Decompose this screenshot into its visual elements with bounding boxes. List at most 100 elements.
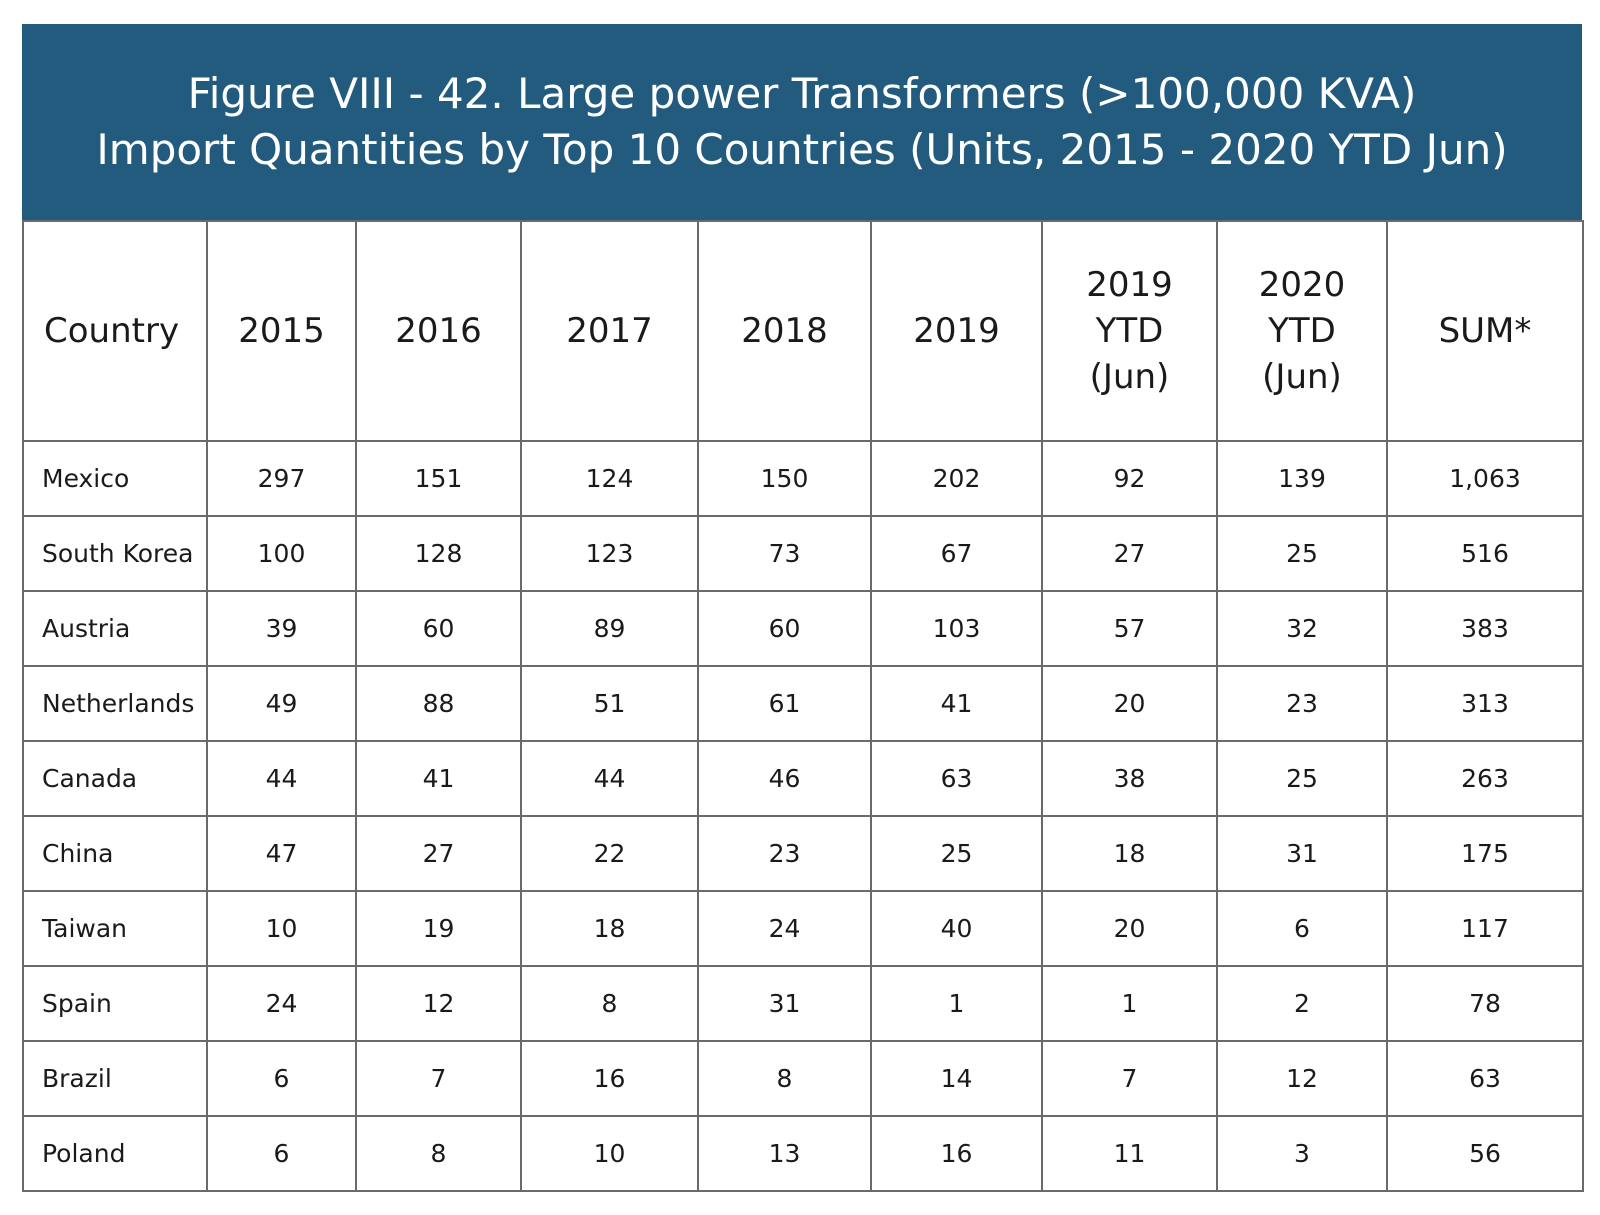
value-cell: 8	[697, 1040, 872, 1117]
value-cell: 38	[1041, 740, 1218, 817]
column-header-line: 2016	[395, 311, 482, 351]
column-header-line: 2017	[566, 311, 653, 351]
value-cell: 10	[206, 890, 357, 967]
column-header: 2020 YTD (Jun)	[1216, 220, 1388, 442]
value-cell: 123	[520, 515, 699, 592]
table-row: China 47 27 22 23 25 18 31 175	[22, 815, 1584, 892]
value-cell: 41	[870, 665, 1043, 742]
table-row: Poland 6 8 10 13 16 11 3 56	[22, 1115, 1584, 1192]
value-cell: 27	[355, 815, 522, 892]
value-cell: 46	[697, 740, 872, 817]
value-cell: 73	[697, 515, 872, 592]
column-header-line: YTD	[1268, 311, 1336, 351]
column-header: 2019	[870, 220, 1043, 442]
value-cell: 1	[870, 965, 1043, 1042]
country-cell: Canada	[22, 740, 208, 817]
figure: Figure VIII - 42. Large power Transforme…	[22, 24, 1584, 1192]
column-header-line: (Jun)	[1089, 357, 1170, 397]
country-cell: Spain	[22, 965, 208, 1042]
country-cell: Taiwan	[22, 890, 208, 967]
value-cell: 18	[1041, 815, 1218, 892]
column-header-line: SUM*	[1438, 311, 1532, 351]
value-cell: 25	[1216, 515, 1388, 592]
column-header-line: (Jun)	[1262, 357, 1342, 397]
value-cell: 6	[206, 1040, 357, 1117]
value-cell: 24	[697, 890, 872, 967]
column-header: 2019 YTD (Jun)	[1041, 220, 1218, 442]
value-cell: 60	[355, 590, 522, 667]
value-cell: 7	[355, 1040, 522, 1117]
value-cell: 47	[206, 815, 357, 892]
value-cell: 7	[1041, 1040, 1218, 1117]
column-header-country: Country	[22, 220, 208, 442]
column-header-line: YTD	[1095, 311, 1164, 351]
value-cell: 12	[1216, 1040, 1388, 1117]
value-cell: 89	[520, 590, 699, 667]
value-cell: 14	[870, 1040, 1043, 1117]
value-cell: 31	[1216, 815, 1388, 892]
value-cell: 61	[697, 665, 872, 742]
column-header-line: 2020	[1258, 265, 1346, 305]
table-body: Mexico 297 151 124 150 202 92 139 1,063 South Kor…	[22, 440, 1584, 1192]
value-cell: 51	[520, 665, 699, 742]
table-row: Taiwan 10 19 18 24 40 20 6 117	[22, 890, 1584, 967]
table-row: Austria 39 60 89 60 103 57 32 383	[22, 590, 1584, 667]
table-row: Netherlands 49 88 51 61 41 20 23 313	[22, 665, 1584, 742]
value-cell: 103	[870, 590, 1043, 667]
value-cell: 22	[520, 815, 699, 892]
column-header-line: 2018	[741, 311, 828, 351]
value-cell: 117	[1386, 890, 1584, 967]
value-cell: 100	[206, 515, 357, 592]
value-cell: 25	[1216, 740, 1388, 817]
value-cell: 13	[697, 1115, 872, 1192]
value-cell: 20	[1041, 665, 1218, 742]
value-cell: 263	[1386, 740, 1584, 817]
value-cell: 202	[870, 440, 1043, 517]
value-cell: 3	[1216, 1115, 1388, 1192]
country-cell: China	[22, 815, 208, 892]
value-cell: 39	[206, 590, 357, 667]
country-cell: Netherlands	[22, 665, 208, 742]
country-cell: Austria	[22, 590, 208, 667]
value-cell: 63	[1386, 1040, 1584, 1117]
value-cell: 31	[697, 965, 872, 1042]
table-row: South Korea 100 128 123 73 67 27 25 516	[22, 515, 1584, 592]
value-cell: 32	[1216, 590, 1388, 667]
title-line-1: Figure VIII - 42. Large power Transforme…	[187, 69, 1417, 118]
value-cell: 151	[355, 440, 522, 517]
value-cell: 44	[206, 740, 357, 817]
value-cell: 88	[355, 665, 522, 742]
value-cell: 60	[697, 590, 872, 667]
value-cell: 24	[206, 965, 357, 1042]
table-row: Mexico 297 151 124 150 202 92 139 1,063	[22, 440, 1584, 517]
value-cell: 56	[1386, 1115, 1584, 1192]
value-cell: 1,063	[1386, 440, 1584, 517]
value-cell: 150	[697, 440, 872, 517]
value-cell: 49	[206, 665, 357, 742]
value-cell: 12	[355, 965, 522, 1042]
value-cell: 19	[355, 890, 522, 967]
value-cell: 78	[1386, 965, 1584, 1042]
value-cell: 1	[1041, 965, 1218, 1042]
value-cell: 10	[520, 1115, 699, 1192]
value-cell: 16	[870, 1115, 1043, 1192]
value-cell: 8	[520, 965, 699, 1042]
column-header: 2016	[355, 220, 522, 442]
title-line-2: Import Quantities by Top 10 Countries (U…	[96, 125, 1508, 174]
import-quantities-table: Country 2015 2016 2017 2018 2019 2019 YTD (Jun) 2…	[22, 220, 1584, 1192]
header-row: Country 2015 2016 2017 2018 2019 2019 YTD (Jun) 2…	[22, 220, 1584, 442]
country-cell: South Korea	[22, 515, 208, 592]
column-header: 2015	[206, 220, 357, 442]
value-cell: 18	[520, 890, 699, 967]
value-cell: 41	[355, 740, 522, 817]
value-cell: 8	[355, 1115, 522, 1192]
value-cell: 11	[1041, 1115, 1218, 1192]
value-cell: 67	[870, 515, 1043, 592]
value-cell: 128	[355, 515, 522, 592]
value-cell: 2	[1216, 965, 1388, 1042]
column-header-line: Country	[44, 311, 180, 351]
value-cell: 383	[1386, 590, 1584, 667]
table-row: Spain 24 12 8 31 1 1 2 78	[22, 965, 1584, 1042]
value-cell: 175	[1386, 815, 1584, 892]
country-cell: Brazil	[22, 1040, 208, 1117]
